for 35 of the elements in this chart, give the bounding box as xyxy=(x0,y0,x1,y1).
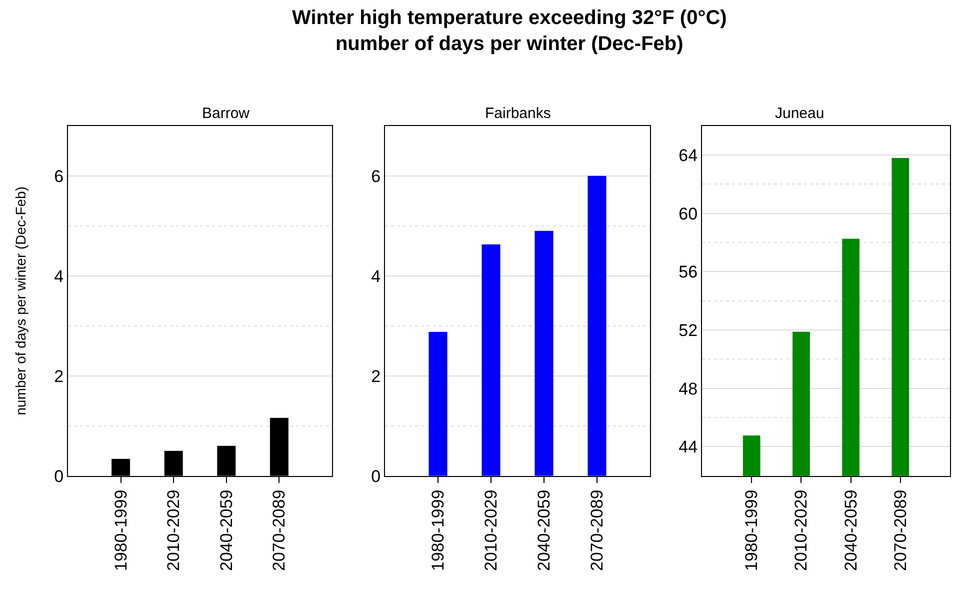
x-tick-label: 2010-2029 xyxy=(482,490,501,572)
chart-subtitle: Juneau xyxy=(775,105,824,122)
x-tick-label: 2070-2089 xyxy=(890,490,910,572)
y-tick-label: 48 xyxy=(678,379,698,398)
y-tick-label: 44 xyxy=(678,438,698,457)
y-tick-label: 56 xyxy=(678,262,698,282)
y-tick-label: 0 xyxy=(371,466,381,486)
x-tick-label: 2010-2029 xyxy=(792,490,811,572)
bar xyxy=(482,244,500,476)
x-tick-label: 2070-2089 xyxy=(588,490,607,572)
bar xyxy=(588,176,606,476)
bar xyxy=(428,332,448,476)
x-tick-label: 2040-2059 xyxy=(534,490,554,572)
y-axis-title: number of days per winter (Dec-Feb) xyxy=(12,186,29,416)
y-tick-label: 60 xyxy=(678,204,698,224)
y-tick-label: 6 xyxy=(54,166,64,186)
y-tick-label: 6 xyxy=(371,166,381,186)
x-tick-label: 2010-2029 xyxy=(164,490,184,572)
chart-subtitle: Barrow xyxy=(202,105,250,122)
chart-subtitle: Fairbanks xyxy=(485,105,551,122)
text: Winter high temperature exceeding 32°F (0°C) number of days per winter (Dec-Feb) xyxy=(292,7,727,55)
y-tick-label: 64 xyxy=(678,146,698,165)
bar xyxy=(534,230,554,476)
y-tick-label: 52 xyxy=(678,321,698,340)
y-tick-label: 4 xyxy=(371,266,381,286)
x-tick-label: 2070-2089 xyxy=(270,490,289,572)
x-tick-label: 1980-1999 xyxy=(428,490,448,572)
y-tick-label: 2 xyxy=(54,366,64,386)
x-tick-label: 1980-1999 xyxy=(742,490,762,572)
y-tick-label: 2 xyxy=(371,366,381,386)
y-tick-label: 0 xyxy=(54,466,64,486)
x-tick-label: 2040-2059 xyxy=(216,490,236,572)
x-tick-label: 2040-2059 xyxy=(841,490,860,572)
y-tick-label: 4 xyxy=(54,266,64,286)
x-tick-label: 1980-1999 xyxy=(111,490,130,572)
